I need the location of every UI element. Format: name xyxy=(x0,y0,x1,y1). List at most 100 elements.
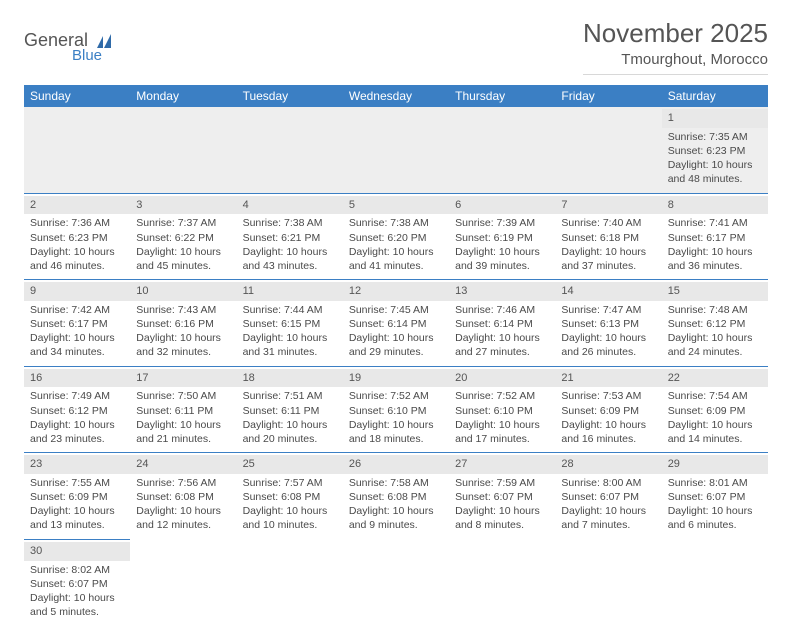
sunrise-text: Sunrise: 7:48 AM xyxy=(668,303,762,317)
day2-text: and 26 minutes. xyxy=(561,345,655,359)
day2-text: and 6 minutes. xyxy=(668,518,762,532)
sunset-text: Sunset: 6:08 PM xyxy=(349,490,443,504)
calendar-day-cell: 3Sunrise: 7:37 AMSunset: 6:22 PMDaylight… xyxy=(130,193,236,280)
day2-text: and 29 minutes. xyxy=(349,345,443,359)
day2-text: and 36 minutes. xyxy=(668,259,762,273)
calendar-day-cell: 21Sunrise: 7:53 AMSunset: 6:09 PMDayligh… xyxy=(555,366,661,453)
sunset-text: Sunset: 6:21 PM xyxy=(243,231,337,245)
calendar-day-cell xyxy=(237,107,343,193)
day1-text: Daylight: 10 hours xyxy=(136,245,230,259)
sunset-text: Sunset: 6:09 PM xyxy=(561,404,655,418)
calendar-day-cell: 20Sunrise: 7:52 AMSunset: 6:10 PMDayligh… xyxy=(449,366,555,453)
day-number: 27 xyxy=(449,455,555,474)
sunrise-text: Sunrise: 8:02 AM xyxy=(30,563,124,577)
day-number: 10 xyxy=(130,282,236,301)
weekday-header: Thursday xyxy=(449,85,555,107)
sunrise-text: Sunrise: 7:38 AM xyxy=(243,216,337,230)
sunrise-text: Sunrise: 7:54 AM xyxy=(668,389,762,403)
sunrise-text: Sunrise: 7:41 AM xyxy=(668,216,762,230)
sunrise-text: Sunrise: 7:49 AM xyxy=(30,389,124,403)
sunset-text: Sunset: 6:10 PM xyxy=(455,404,549,418)
sunset-text: Sunset: 6:13 PM xyxy=(561,317,655,331)
day2-text: and 7 minutes. xyxy=(561,518,655,532)
day-number: 22 xyxy=(662,369,768,388)
day2-text: and 13 minutes. xyxy=(30,518,124,532)
calendar-day-cell xyxy=(555,107,661,193)
sunrise-text: Sunrise: 8:01 AM xyxy=(668,476,762,490)
calendar-day-cell: 10Sunrise: 7:43 AMSunset: 6:16 PMDayligh… xyxy=(130,280,236,367)
calendar-day-cell: 16Sunrise: 7:49 AMSunset: 6:12 PMDayligh… xyxy=(24,366,130,453)
sunset-text: Sunset: 6:22 PM xyxy=(136,231,230,245)
header: General Blue November 2025 Tmourghout, M… xyxy=(24,18,768,75)
sunset-text: Sunset: 6:09 PM xyxy=(30,490,124,504)
day1-text: Daylight: 10 hours xyxy=(349,331,443,345)
sunrise-text: Sunrise: 7:52 AM xyxy=(349,389,443,403)
day-number: 21 xyxy=(555,369,661,388)
sunset-text: Sunset: 6:12 PM xyxy=(668,317,762,331)
day1-text: Daylight: 10 hours xyxy=(668,245,762,259)
day-number: 19 xyxy=(343,369,449,388)
day1-text: Daylight: 10 hours xyxy=(668,158,762,172)
calendar-day-cell xyxy=(449,107,555,193)
sunset-text: Sunset: 6:23 PM xyxy=(668,144,762,158)
weekday-header: Tuesday xyxy=(237,85,343,107)
day1-text: Daylight: 10 hours xyxy=(243,331,337,345)
calendar-day-cell: 13Sunrise: 7:46 AMSunset: 6:14 PMDayligh… xyxy=(449,280,555,367)
day2-text: and 20 minutes. xyxy=(243,432,337,446)
calendar-day-cell: 15Sunrise: 7:48 AMSunset: 6:12 PMDayligh… xyxy=(662,280,768,367)
day1-text: Daylight: 10 hours xyxy=(30,245,124,259)
day1-text: Daylight: 10 hours xyxy=(561,331,655,345)
day2-text: and 14 minutes. xyxy=(668,432,762,446)
sunrise-text: Sunrise: 7:44 AM xyxy=(243,303,337,317)
sunset-text: Sunset: 6:08 PM xyxy=(243,490,337,504)
day2-text: and 32 minutes. xyxy=(136,345,230,359)
day1-text: Daylight: 10 hours xyxy=(455,245,549,259)
sunset-text: Sunset: 6:17 PM xyxy=(30,317,124,331)
sunset-text: Sunset: 6:10 PM xyxy=(349,404,443,418)
day2-text: and 45 minutes. xyxy=(136,259,230,273)
sunrise-text: Sunrise: 7:56 AM xyxy=(136,476,230,490)
day2-text: and 27 minutes. xyxy=(455,345,549,359)
sunrise-text: Sunrise: 7:35 AM xyxy=(668,130,762,144)
sunset-text: Sunset: 6:14 PM xyxy=(349,317,443,331)
day-number: 17 xyxy=(130,369,236,388)
day-number: 24 xyxy=(130,455,236,474)
day1-text: Daylight: 10 hours xyxy=(243,504,337,518)
title-block: November 2025 Tmourghout, Morocco xyxy=(583,18,768,75)
day1-text: Daylight: 10 hours xyxy=(455,504,549,518)
weekday-header: Wednesday xyxy=(343,85,449,107)
day2-text: and 16 minutes. xyxy=(561,432,655,446)
sunset-text: Sunset: 6:07 PM xyxy=(30,577,124,591)
day1-text: Daylight: 10 hours xyxy=(243,245,337,259)
calendar-table: SundayMondayTuesdayWednesdayThursdayFrid… xyxy=(24,85,768,625)
day1-text: Daylight: 10 hours xyxy=(561,245,655,259)
sunrise-text: Sunrise: 7:50 AM xyxy=(136,389,230,403)
day-number: 8 xyxy=(662,196,768,215)
calendar-week-row: 1Sunrise: 7:35 AMSunset: 6:23 PMDaylight… xyxy=(24,107,768,193)
day2-text: and 31 minutes. xyxy=(243,345,337,359)
day1-text: Daylight: 10 hours xyxy=(30,591,124,605)
calendar-day-cell: 19Sunrise: 7:52 AMSunset: 6:10 PMDayligh… xyxy=(343,366,449,453)
sunset-text: Sunset: 6:07 PM xyxy=(455,490,549,504)
weekday-header: Sunday xyxy=(24,85,130,107)
calendar-day-cell: 6Sunrise: 7:39 AMSunset: 6:19 PMDaylight… xyxy=(449,193,555,280)
day1-text: Daylight: 10 hours xyxy=(136,331,230,345)
calendar-week-row: 30Sunrise: 8:02 AMSunset: 6:07 PMDayligh… xyxy=(24,539,768,625)
calendar-day-cell: 9Sunrise: 7:42 AMSunset: 6:17 PMDaylight… xyxy=(24,280,130,367)
calendar-day-cell xyxy=(343,539,449,625)
calendar-day-cell: 26Sunrise: 7:58 AMSunset: 6:08 PMDayligh… xyxy=(343,453,449,540)
sunrise-text: Sunrise: 7:47 AM xyxy=(561,303,655,317)
calendar-day-cell: 7Sunrise: 7:40 AMSunset: 6:18 PMDaylight… xyxy=(555,193,661,280)
calendar-day-cell: 25Sunrise: 7:57 AMSunset: 6:08 PMDayligh… xyxy=(237,453,343,540)
sunrise-text: Sunrise: 7:58 AM xyxy=(349,476,443,490)
day2-text: and 17 minutes. xyxy=(455,432,549,446)
weekday-header: Friday xyxy=(555,85,661,107)
calendar-day-cell: 24Sunrise: 7:56 AMSunset: 6:08 PMDayligh… xyxy=(130,453,236,540)
day2-text: and 34 minutes. xyxy=(30,345,124,359)
day2-text: and 37 minutes. xyxy=(561,259,655,273)
sunrise-text: Sunrise: 7:59 AM xyxy=(455,476,549,490)
calendar-day-cell xyxy=(555,539,661,625)
logo: General Blue xyxy=(24,30,119,64)
calendar-day-cell xyxy=(24,107,130,193)
sunrise-text: Sunrise: 7:43 AM xyxy=(136,303,230,317)
